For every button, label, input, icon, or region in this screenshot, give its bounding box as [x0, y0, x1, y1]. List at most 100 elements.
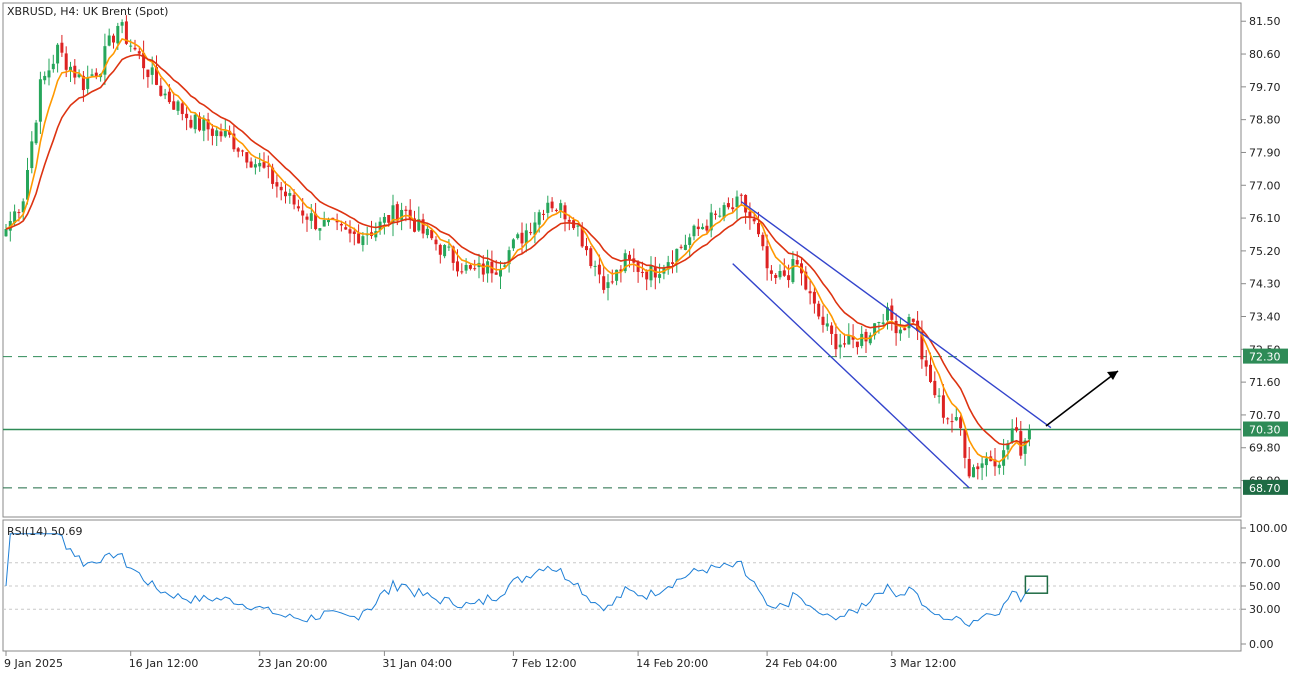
price-level-label: 72.30	[1249, 351, 1281, 364]
candle-bull	[51, 63, 55, 70]
candle-bull	[499, 268, 502, 277]
candle-bear	[357, 233, 361, 244]
candle-bull	[683, 244, 687, 250]
candle-bear	[589, 248, 593, 267]
candle-bull	[907, 316, 911, 329]
candle-bear	[112, 35, 115, 43]
candle-bear	[189, 119, 193, 128]
moving-average-line	[5, 53, 1030, 446]
chart-title: XBRUSD, H4: UK Brent (Spot)	[7, 5, 168, 18]
candle-bear	[628, 254, 631, 260]
candle-bear	[696, 226, 700, 230]
candle-bear	[843, 343, 846, 345]
candle-bear	[640, 271, 644, 273]
candle-bear	[761, 234, 765, 247]
candle-bear	[550, 201, 554, 209]
candle-bear	[296, 206, 300, 209]
candle-bear	[602, 276, 606, 290]
candle-bear	[851, 336, 855, 340]
candle-bear	[959, 417, 963, 429]
candle-bear	[554, 209, 558, 211]
candle-bear	[481, 263, 485, 275]
candle-bear	[619, 269, 623, 272]
rsi-title: RSI(14) 50.69	[7, 525, 82, 538]
candle-bull	[391, 205, 395, 224]
candle-bull	[382, 216, 386, 223]
candle-bull	[163, 93, 167, 96]
candle-bear	[494, 272, 498, 275]
candle-bull	[318, 228, 322, 231]
candle-bull	[13, 211, 17, 224]
candle-bull	[649, 265, 653, 281]
candle-bear	[782, 270, 786, 276]
candle-bull	[77, 74, 81, 78]
time-tick-label: 14 Feb 20:00	[636, 657, 708, 670]
candle-bull	[873, 323, 877, 336]
candle-bull	[546, 202, 550, 213]
candle-bear	[774, 274, 778, 278]
channel-lower-line	[732, 263, 970, 489]
candle-bull	[447, 246, 451, 248]
price-tick-label: 79.70	[1249, 81, 1281, 94]
candle-bear	[542, 213, 545, 215]
candle-bear	[94, 72, 98, 77]
candle-bull	[615, 269, 619, 281]
price-level-labels: 72.30 70.30 68.70	[1243, 348, 1288, 495]
candle-bear	[946, 418, 950, 420]
candle-bear	[275, 182, 279, 187]
candle-bear	[60, 42, 64, 53]
candle-bear	[911, 318, 915, 322]
candle-bear	[834, 334, 838, 350]
time-tick-label: 9 Jan 2025	[4, 657, 63, 670]
candle-bear	[335, 220, 339, 223]
moving-averages	[5, 38, 1030, 463]
candle-bull	[43, 75, 47, 81]
candle-bull	[886, 307, 889, 321]
candle-bear	[387, 214, 391, 223]
candle-bear	[993, 459, 997, 467]
candle-bull	[701, 226, 705, 230]
candle-bear	[167, 91, 171, 103]
candle-bull	[507, 250, 511, 265]
time-tick-label: 3 Mar 12:00	[890, 657, 956, 670]
candle-bull	[30, 141, 34, 169]
candle-bull	[215, 130, 219, 137]
price-tick-label: 75.20	[1249, 245, 1281, 258]
candle-bear	[292, 194, 296, 205]
candle-bull	[623, 253, 627, 272]
candle-bull	[576, 225, 580, 227]
price-tick-label: 70.70	[1249, 409, 1281, 422]
candle-bear	[228, 130, 232, 135]
candle-bear	[795, 260, 799, 265]
candle-bull	[860, 333, 864, 346]
candle-bear	[210, 128, 214, 136]
candle-bear	[249, 161, 253, 168]
candle-bull	[47, 70, 51, 78]
candle-bull	[847, 335, 851, 345]
candle-bear	[430, 229, 434, 239]
candle-bear	[284, 191, 287, 197]
price-tick-label: 77.00	[1249, 179, 1281, 192]
candle-bear	[81, 75, 85, 91]
candle-bull	[877, 322, 881, 324]
rsi-tick-label: 30.00	[1249, 603, 1281, 616]
candle-bear	[739, 194, 743, 196]
price-tick-label: 71.60	[1249, 376, 1281, 389]
candle-bull	[881, 322, 885, 325]
candle-bull	[361, 236, 365, 246]
candle-bear	[585, 246, 588, 251]
candle-bull	[606, 282, 610, 289]
candle-bull	[400, 209, 404, 220]
price-tick-label: 77.90	[1249, 146, 1281, 159]
candle-bull	[980, 463, 984, 468]
candle-bull	[666, 262, 670, 270]
candle-bear	[155, 67, 158, 85]
candle-bear	[271, 167, 275, 184]
candle-bear	[314, 213, 318, 230]
price-level-badge	[1243, 421, 1288, 437]
candle-bull	[464, 264, 468, 271]
candle-bear	[142, 52, 146, 69]
candle-bull	[791, 259, 795, 283]
candle-bull	[1027, 429, 1031, 440]
